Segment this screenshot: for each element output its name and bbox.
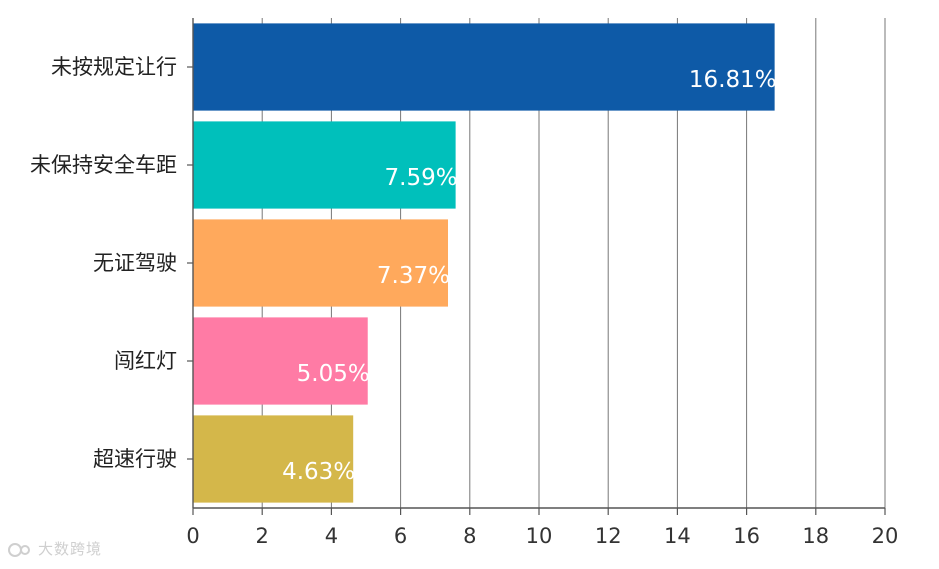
watermark: 大数跨境 [8, 538, 102, 559]
axes: 0 2 4 6 8 10 12 14 16 18 20 未按规定让行未保持安全车距无证驾驶闯红灯超速行… [30, 18, 898, 548]
data-label-5: 4.63% [282, 459, 355, 485]
bar-2 [193, 121, 456, 209]
x-tick-label-8: 8 [463, 524, 476, 548]
x-tick-label-20: 20 [872, 524, 899, 548]
x-tick-label-2: 2 [256, 524, 269, 548]
x-tick-label-16: 16 [733, 524, 760, 548]
bar-3 [193, 219, 449, 307]
category-label-4: 闯红灯 [114, 349, 177, 373]
bars: 16.81% 7.59% 7.37% 5.05% 4.63% [193, 23, 777, 503]
bar-4 [193, 317, 368, 405]
watermark-text: 大数跨境 [38, 540, 103, 558]
x-tick-label-6: 6 [394, 524, 407, 548]
x-tick-label-14: 14 [664, 524, 691, 548]
bar-1 [193, 23, 775, 111]
x-tick-label-18: 18 [802, 524, 829, 548]
x-tick-label-12: 12 [595, 524, 622, 548]
data-label-1: 16.81% [689, 67, 777, 93]
category-label-1: 未按规定让行 [51, 55, 177, 79]
x-tick-label-10: 10 [526, 524, 553, 548]
data-label-4: 5.05% [297, 361, 370, 387]
category-label-5: 超速行驶 [93, 447, 177, 471]
data-label-3: 7.37% [377, 263, 450, 289]
data-label-2: 7.59% [385, 165, 458, 191]
category-label-2: 未保持安全车距 [30, 153, 177, 177]
logo-icon [8, 542, 30, 557]
bar-5 [193, 415, 354, 503]
x-tick-label-4: 4 [325, 524, 338, 548]
x-tick-label-0: 0 [186, 524, 199, 548]
category-label-3: 无证驾驶 [93, 251, 177, 275]
